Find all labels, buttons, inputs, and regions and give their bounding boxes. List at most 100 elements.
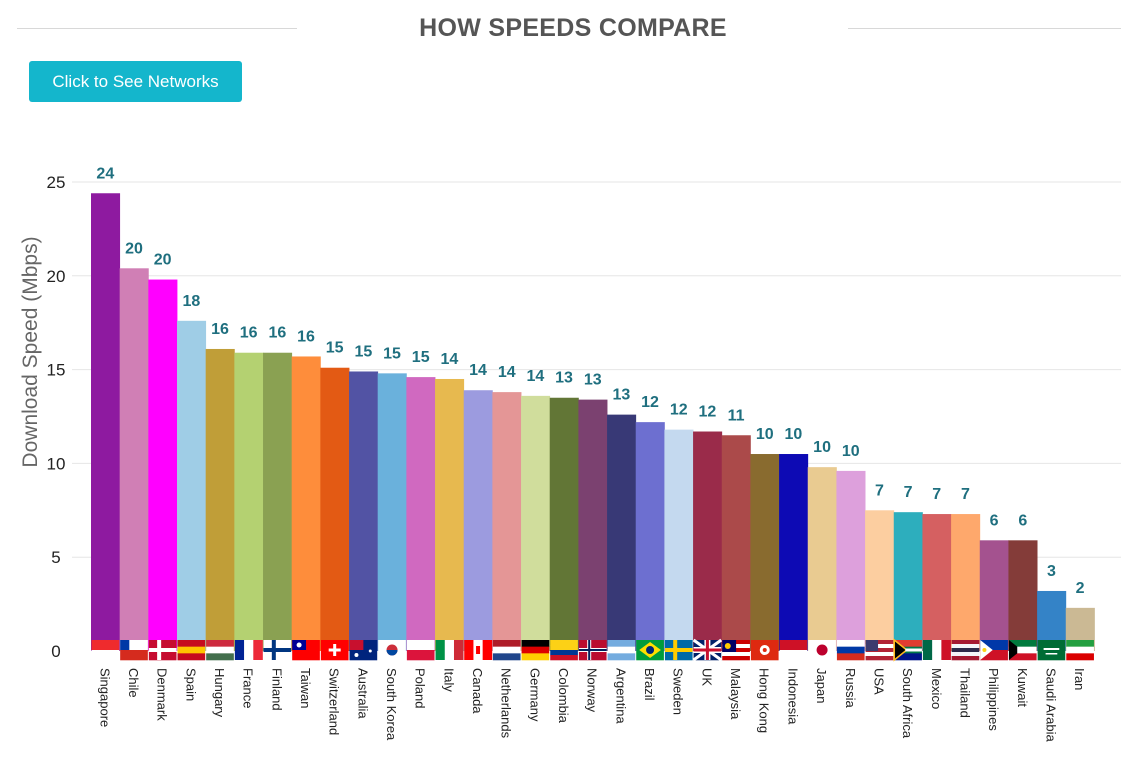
- category-label-italy: Italy: [441, 668, 456, 692]
- flag-germany: [521, 640, 550, 661]
- bar-norway: [578, 399, 608, 651]
- bar-netherlands: [492, 392, 522, 651]
- category-label-denmark: Denmark: [155, 668, 170, 721]
- value-label-germany: 14: [526, 368, 544, 385]
- flag-denmark: [148, 640, 177, 661]
- y-axis-ticks: 0 5 10 15 20 25: [47, 173, 66, 661]
- y-tick-0: 0: [51, 642, 60, 661]
- category-label-switzerland: Switzerland: [327, 668, 342, 735]
- value-label-malaysia: 11: [728, 407, 745, 424]
- bar-poland: [406, 377, 436, 651]
- flag-malaysia: [722, 640, 750, 661]
- bar-australia: [349, 371, 379, 651]
- value-label-russia: 10: [842, 443, 860, 460]
- y-tick-25: 25: [47, 173, 66, 192]
- value-label-usa: 7: [875, 482, 884, 499]
- value-label-singapore: 24: [96, 165, 114, 182]
- category-label-germany: Germany: [527, 668, 542, 722]
- value-label-argentina: 13: [612, 387, 630, 404]
- flag-argentina: [607, 640, 636, 661]
- flag-philippines: [980, 640, 1008, 661]
- value-label-thailand: 7: [961, 486, 970, 503]
- flag-france: [234, 640, 263, 660]
- value-label-spain: 18: [182, 293, 200, 310]
- category-label-uk: UK: [699, 668, 714, 686]
- flag-colombia: [550, 640, 578, 661]
- value-label-south-korea: 15: [383, 345, 401, 362]
- flag-mexico: [922, 640, 951, 660]
- flag-russia: [836, 640, 865, 661]
- value-label-netherlands: 14: [498, 364, 516, 381]
- bar-finland: [263, 352, 293, 651]
- flag-south-korea: [378, 640, 406, 661]
- flag-kuwait: [1008, 640, 1037, 661]
- bar-chile: [119, 268, 149, 651]
- flag-canada: [464, 640, 493, 660]
- category-label-usa: USA: [871, 668, 886, 695]
- flag-south-africa: [893, 638, 922, 662]
- title-rule-right: [848, 28, 1121, 29]
- category-label-poland: Poland: [413, 668, 428, 708]
- value-label-south-africa: 7: [904, 484, 913, 501]
- bar-philippines: [979, 540, 1009, 651]
- value-label-brazil: 12: [641, 394, 659, 411]
- flag-netherlands: [492, 640, 521, 661]
- flag-taiwan: [292, 640, 320, 661]
- category-label-indonesia: Indonesia: [785, 668, 800, 725]
- category-label-south-africa: South Africa: [900, 668, 915, 739]
- category-labels: Singapore Chile Denmark Spain Hungary France F…: [97, 668, 1087, 742]
- bar-argentina: [607, 414, 637, 651]
- flags: [91, 638, 1094, 662]
- y-tick-15: 15: [47, 361, 66, 380]
- bar-canada: [463, 390, 493, 651]
- value-label-uk: 12: [699, 404, 717, 421]
- category-label-spain: Spain: [183, 668, 198, 701]
- flag-hungary: [206, 640, 234, 661]
- value-label-finland: 16: [268, 325, 286, 342]
- value-label-italy: 14: [440, 351, 458, 368]
- flag-brazil: [636, 640, 664, 661]
- category-label-hong-kong: Hong Kong: [757, 668, 772, 733]
- flag-hong-kong: [750, 640, 779, 661]
- flag-poland: [406, 640, 435, 661]
- bar-mexico: [922, 514, 952, 651]
- flag-saudi-arabia: [1037, 640, 1066, 661]
- value-label-saudi-arabia: 3: [1047, 563, 1056, 580]
- y-axis-label: Download Speed (Mbps): [19, 236, 42, 467]
- bar-south-africa: [893, 512, 923, 651]
- page-title: HOW SPEEDS COMPARE: [419, 14, 727, 42]
- flag-norway: [578, 640, 607, 661]
- y-tick-5: 5: [51, 548, 60, 567]
- value-label-australia: 15: [354, 343, 372, 360]
- flag-finland: [263, 640, 292, 661]
- flag-italy: [435, 640, 464, 660]
- category-label-russia: Russia: [843, 668, 858, 709]
- bar-kuwait: [1008, 540, 1038, 651]
- y-tick-20: 20: [47, 267, 66, 286]
- bar-colombia: [549, 397, 579, 651]
- category-label-finland: Finland: [269, 668, 284, 711]
- bar-taiwan: [291, 356, 321, 651]
- category-label-kuwait: Kuwait: [1015, 668, 1030, 707]
- category-label-netherlands: Netherlands: [499, 668, 514, 739]
- category-label-iran: Iran: [1072, 668, 1087, 690]
- value-label-mexico: 7: [932, 486, 941, 503]
- flag-sweden: [664, 640, 693, 661]
- flag-australia: [349, 640, 378, 661]
- bar-denmark: [148, 279, 178, 651]
- see-networks-button[interactable]: Click to See Networks: [29, 61, 242, 102]
- bar-brazil: [635, 422, 665, 651]
- bars: [91, 193, 1095, 652]
- bar-france: [234, 352, 264, 651]
- category-label-sweden: Sweden: [671, 668, 686, 715]
- title-rule-left: [17, 28, 297, 29]
- value-label-colombia: 13: [555, 370, 573, 387]
- value-label-indonesia: 10: [785, 426, 803, 443]
- bar-germany: [521, 395, 551, 651]
- category-label-thailand: Thailand: [957, 668, 972, 718]
- flag-chile: [120, 640, 148, 661]
- category-label-hungary: Hungary: [212, 668, 227, 718]
- value-label-iran: 2: [1076, 580, 1085, 597]
- category-label-singapore: Singapore: [97, 668, 112, 727]
